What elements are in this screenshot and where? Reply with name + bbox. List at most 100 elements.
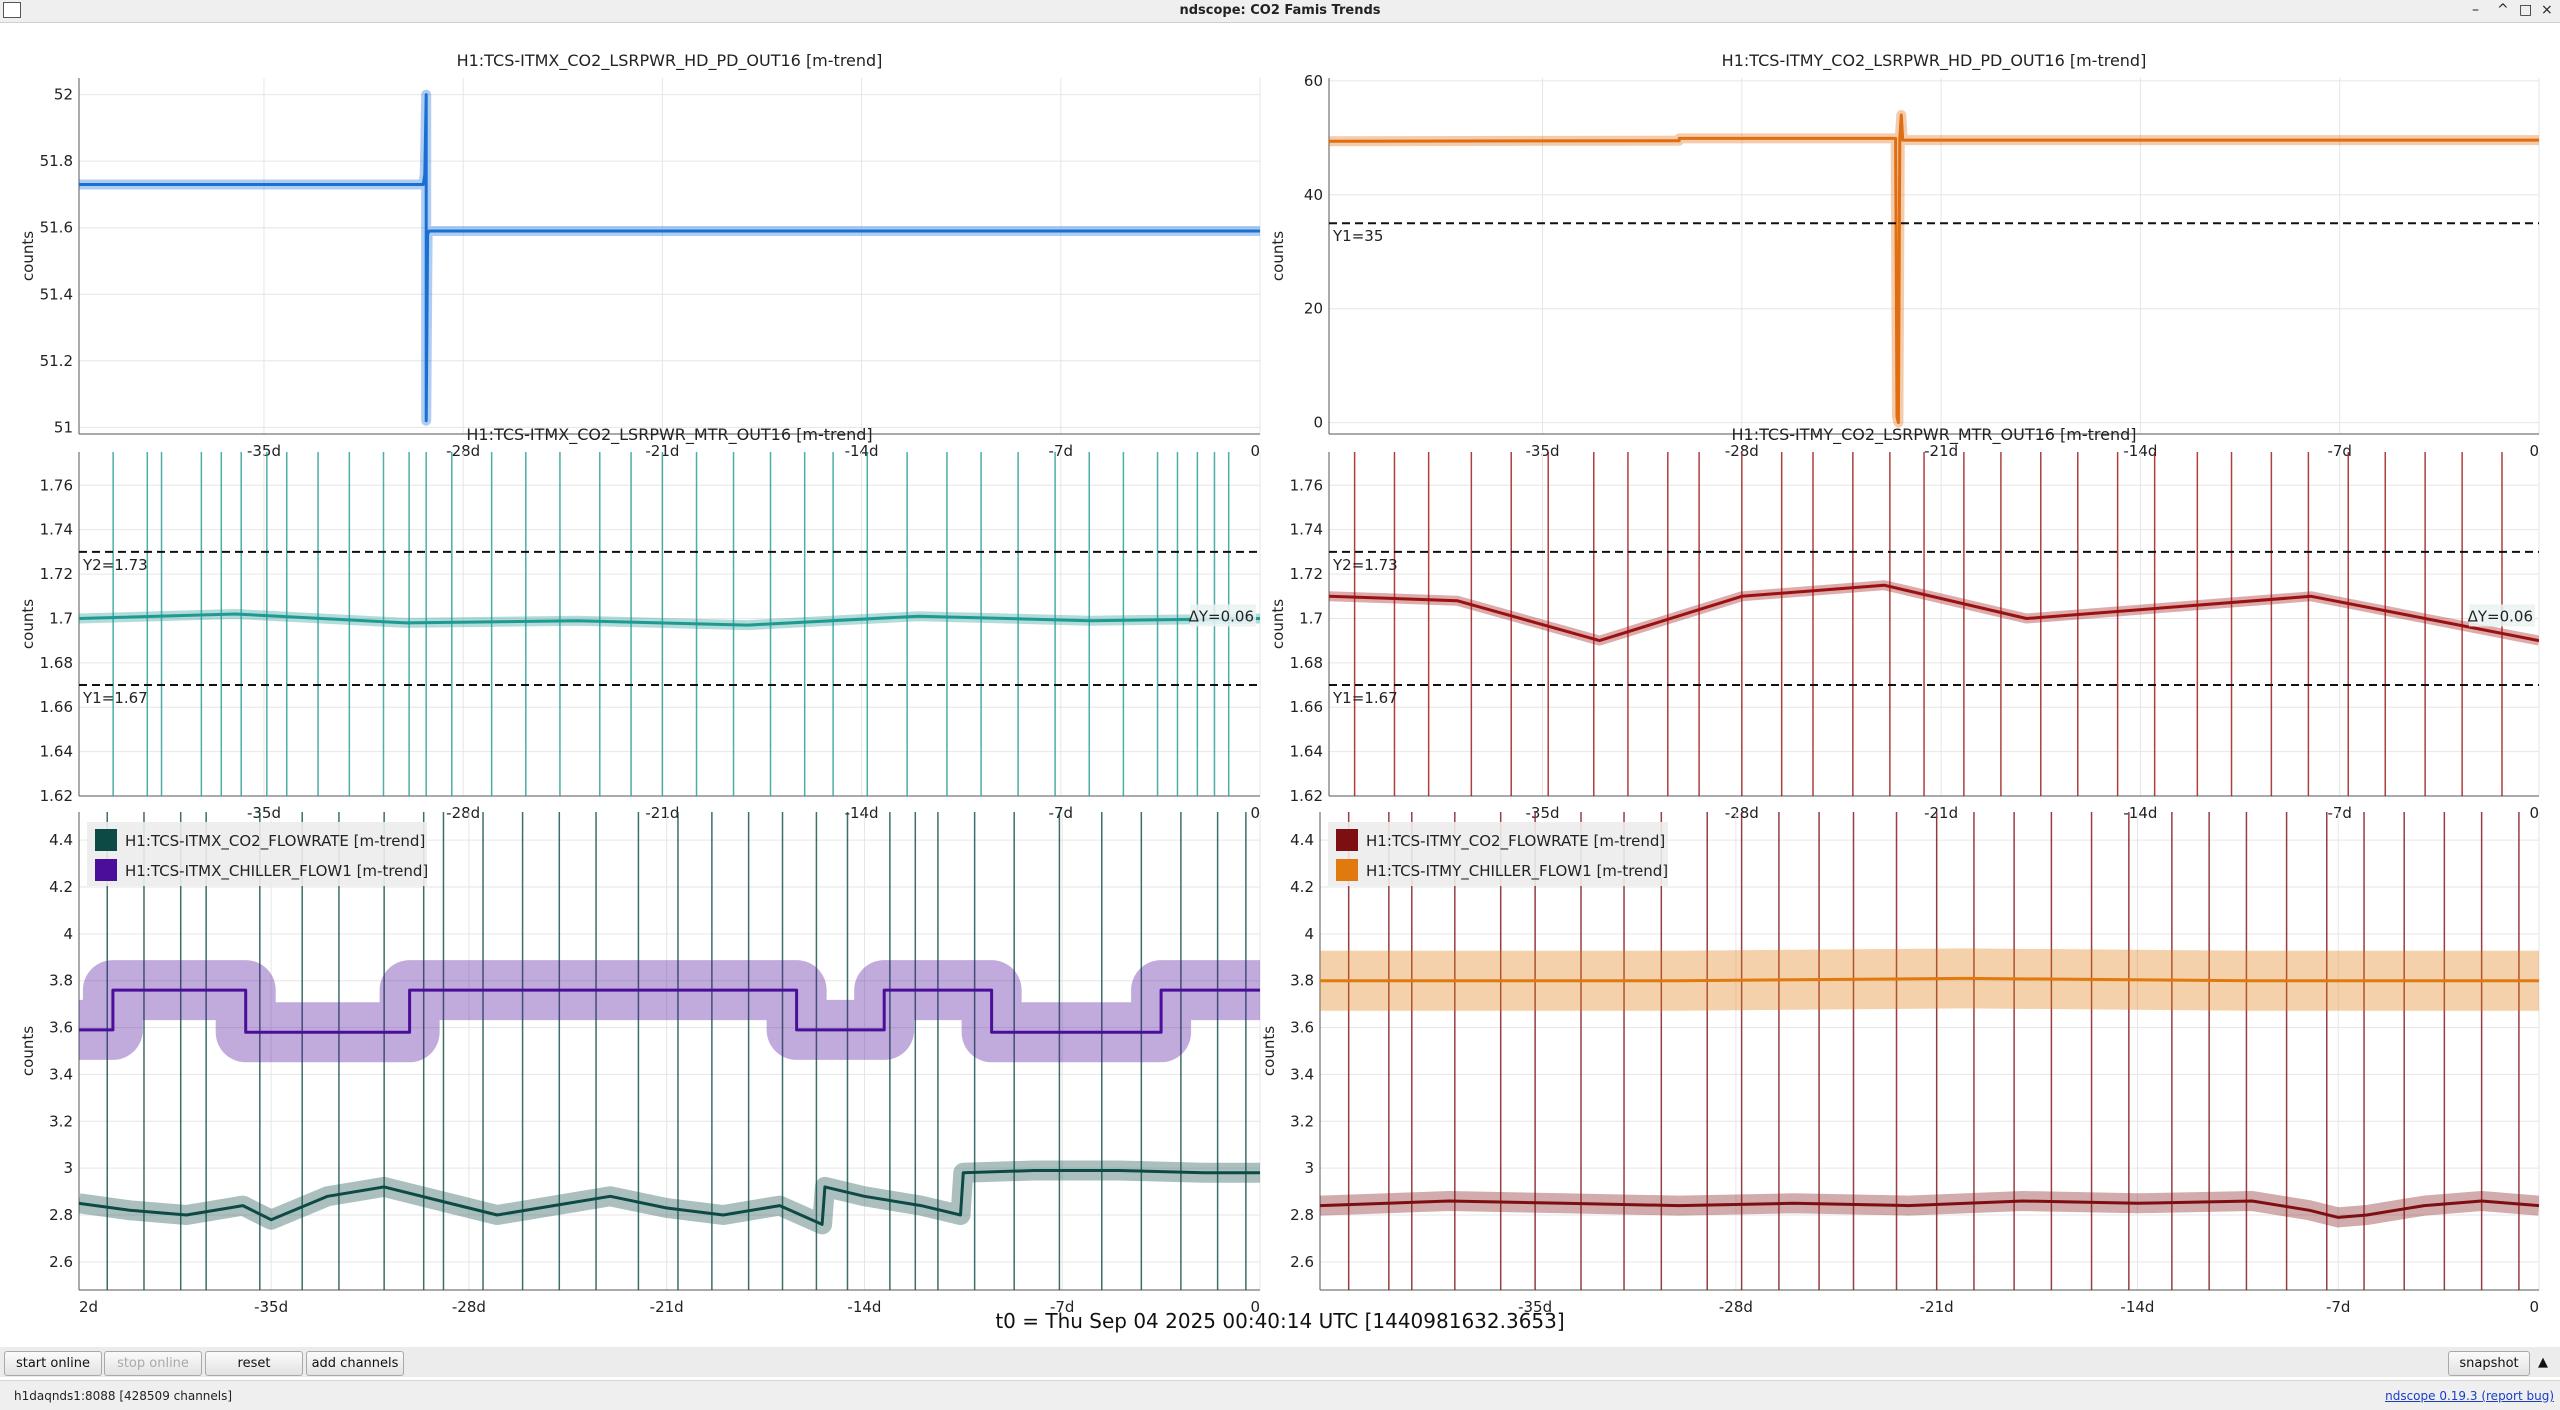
minimize-icon[interactable]: –	[2472, 2, 2479, 18]
series-line	[79, 1169, 1260, 1226]
y-tick-label: 1.7	[49, 609, 73, 627]
legend-label: H1:TCS-ITMX_CO2_FLOWRATE [m-trend]	[125, 832, 425, 851]
delta-y-label: ΔY=0.06	[2468, 607, 2533, 625]
y-tick-label: 2.6	[1290, 1253, 1314, 1271]
add-channels-button[interactable]: add channels	[306, 1351, 404, 1376]
plot-area-mr	[1329, 452, 2539, 796]
expand-arrow-icon[interactable]: ▲	[2538, 1355, 2548, 1370]
y-tick-label: 60	[1304, 72, 1323, 90]
control-bar: start online stop online reset add chann…	[0, 1347, 2560, 1377]
y-tick-label: 3.6	[1290, 1019, 1314, 1037]
x-tick-label: 0	[1250, 804, 1260, 822]
x-tick-label: -14d	[2120, 1298, 2154, 1316]
series-line	[1329, 583, 2539, 643]
legend-label: H1:TCS-ITMX_CHILLER_FLOW1 [m-trend]	[125, 862, 428, 881]
version-links[interactable]: ndscope 0.19.3 (report bug)	[2385, 1389, 2554, 1403]
delta-y-label: ΔY=0.06	[1189, 607, 1254, 625]
x-tick-label: 0	[1250, 442, 1260, 460]
y-tick-label: 4.4	[49, 831, 73, 849]
y-tick-label: 3	[1304, 1159, 1314, 1177]
legend	[87, 822, 427, 886]
y-tick-label: 51.4	[40, 285, 73, 303]
x-tick-label: -35d	[247, 442, 281, 460]
plot-area-tl	[79, 89, 1260, 426]
snapshot-button[interactable]: snapshot	[2448, 1351, 2530, 1376]
y-tick-label: 51.8	[40, 152, 73, 170]
legend	[1328, 822, 1668, 886]
plot-area-tr	[1329, 110, 2539, 428]
x-tick-label: -21d	[645, 804, 679, 822]
x-tick-label: 0	[2529, 1298, 2539, 1316]
y-tick-label: 3.4	[49, 1065, 73, 1083]
y-tick-label: 1.74	[1290, 521, 1323, 539]
y-tick-label: 4	[63, 925, 73, 943]
x-tick-label: -14d	[847, 1298, 881, 1316]
y-tick-label: 3.8	[1290, 972, 1314, 990]
stop-online-button[interactable]: stop online	[104, 1351, 202, 1376]
y-tick-label: 4.2	[49, 878, 73, 896]
x-tick-label: -35d	[1518, 1298, 1552, 1316]
report-bug-link[interactable]: (report bug)	[2481, 1389, 2554, 1403]
y-tick-label: 3.4	[1290, 1065, 1314, 1083]
x-tick-label: 0	[2529, 804, 2539, 822]
y-tick-label: 4	[1304, 925, 1314, 943]
x-tick-label: -28d	[446, 442, 480, 460]
y-tick-label: 3	[63, 1159, 73, 1177]
status-bar: h1daqnds1:8088 [428509 channels] ndscope…	[0, 1380, 2560, 1410]
series-line	[1320, 1199, 2539, 1219]
panel-br	[1319, 812, 2540, 1291]
reset-button[interactable]: reset	[205, 1351, 303, 1376]
window-titlebar: ndscope: CO2 Famis Trends – ^ □ ×	[0, 0, 2560, 23]
y-tick-label: 3.2	[1290, 1112, 1314, 1130]
x-tick-label: -35d	[254, 1298, 288, 1316]
legend-swatch	[95, 859, 117, 881]
cursor-label: Y1=1.67	[1332, 689, 1398, 707]
y-tick-label: 0	[1313, 414, 1323, 432]
cursor-label: Y1=35	[1332, 227, 1383, 245]
plots-area[interactable]: H1:TCS-ITMX_CO2_LSRPWR_HD_PD_OUT16 [m-tr…	[0, 22, 2560, 1347]
cursor-label: Y2=1.73	[82, 556, 148, 574]
legend-swatch	[1336, 829, 1358, 851]
shade-icon[interactable]: ^	[2497, 2, 2509, 18]
y-tick-label: 4.4	[1290, 831, 1314, 849]
x-tick-label: -7d	[1049, 804, 1073, 822]
x-tick-label: -21d	[1924, 804, 1958, 822]
maximize-icon[interactable]: □	[2519, 2, 2533, 18]
y-tick-label: 3.8	[49, 972, 73, 990]
y-tick-label: 4.2	[1290, 878, 1314, 896]
y-axis-label: counts	[1269, 599, 1287, 649]
plot-area-ml	[79, 452, 1260, 796]
chart-title: H1:TCS-ITMX_CO2_LSRPWR_HD_PD_OUT16 [m-tr…	[457, 51, 883, 71]
series-line	[1320, 976, 2539, 983]
legend-swatch	[95, 829, 117, 851]
y-tick-label: 1.76	[1290, 476, 1323, 494]
y-tick-label: 1.62	[1290, 787, 1323, 805]
x-tick-label: -7d	[2326, 1298, 2350, 1316]
close-icon[interactable]: ×	[2541, 2, 2553, 18]
x-tick-label: -35d	[1526, 442, 1560, 460]
plot-area-bl	[79, 812, 1260, 1290]
y-axis-label: counts	[1260, 1026, 1278, 1076]
x-tick-label: -35d	[247, 804, 281, 822]
panel-tl	[78, 78, 1261, 435]
y-tick-label: 1.76	[40, 476, 73, 494]
series-band	[79, 1160, 1260, 1235]
panel-ml	[78, 452, 1261, 797]
y-tick-label: 2.6	[49, 1253, 73, 1271]
y-tick-label: 1.72	[1290, 565, 1323, 583]
version-link[interactable]: ndscope 0.19.3	[2385, 1389, 2478, 1403]
app-icon	[3, 2, 21, 18]
series-line	[79, 93, 1260, 423]
x-tick-label: -21d	[1920, 1298, 1954, 1316]
cursor-label: Y2=1.73	[1332, 556, 1398, 574]
start-online-button[interactable]: start online	[4, 1351, 102, 1376]
y-axis-label: counts	[19, 231, 37, 281]
y-axis-label: counts	[1269, 231, 1287, 281]
delta-bg	[2469, 604, 2535, 627]
y-tick-label: 1.68	[40, 654, 73, 672]
series-band	[1329, 110, 2539, 428]
y-tick-label: 1.64	[40, 743, 73, 761]
x-tick-label: -21d	[645, 442, 679, 460]
x-tick-label: -28d	[1719, 1298, 1753, 1316]
y-axis-label: counts	[19, 1026, 37, 1076]
